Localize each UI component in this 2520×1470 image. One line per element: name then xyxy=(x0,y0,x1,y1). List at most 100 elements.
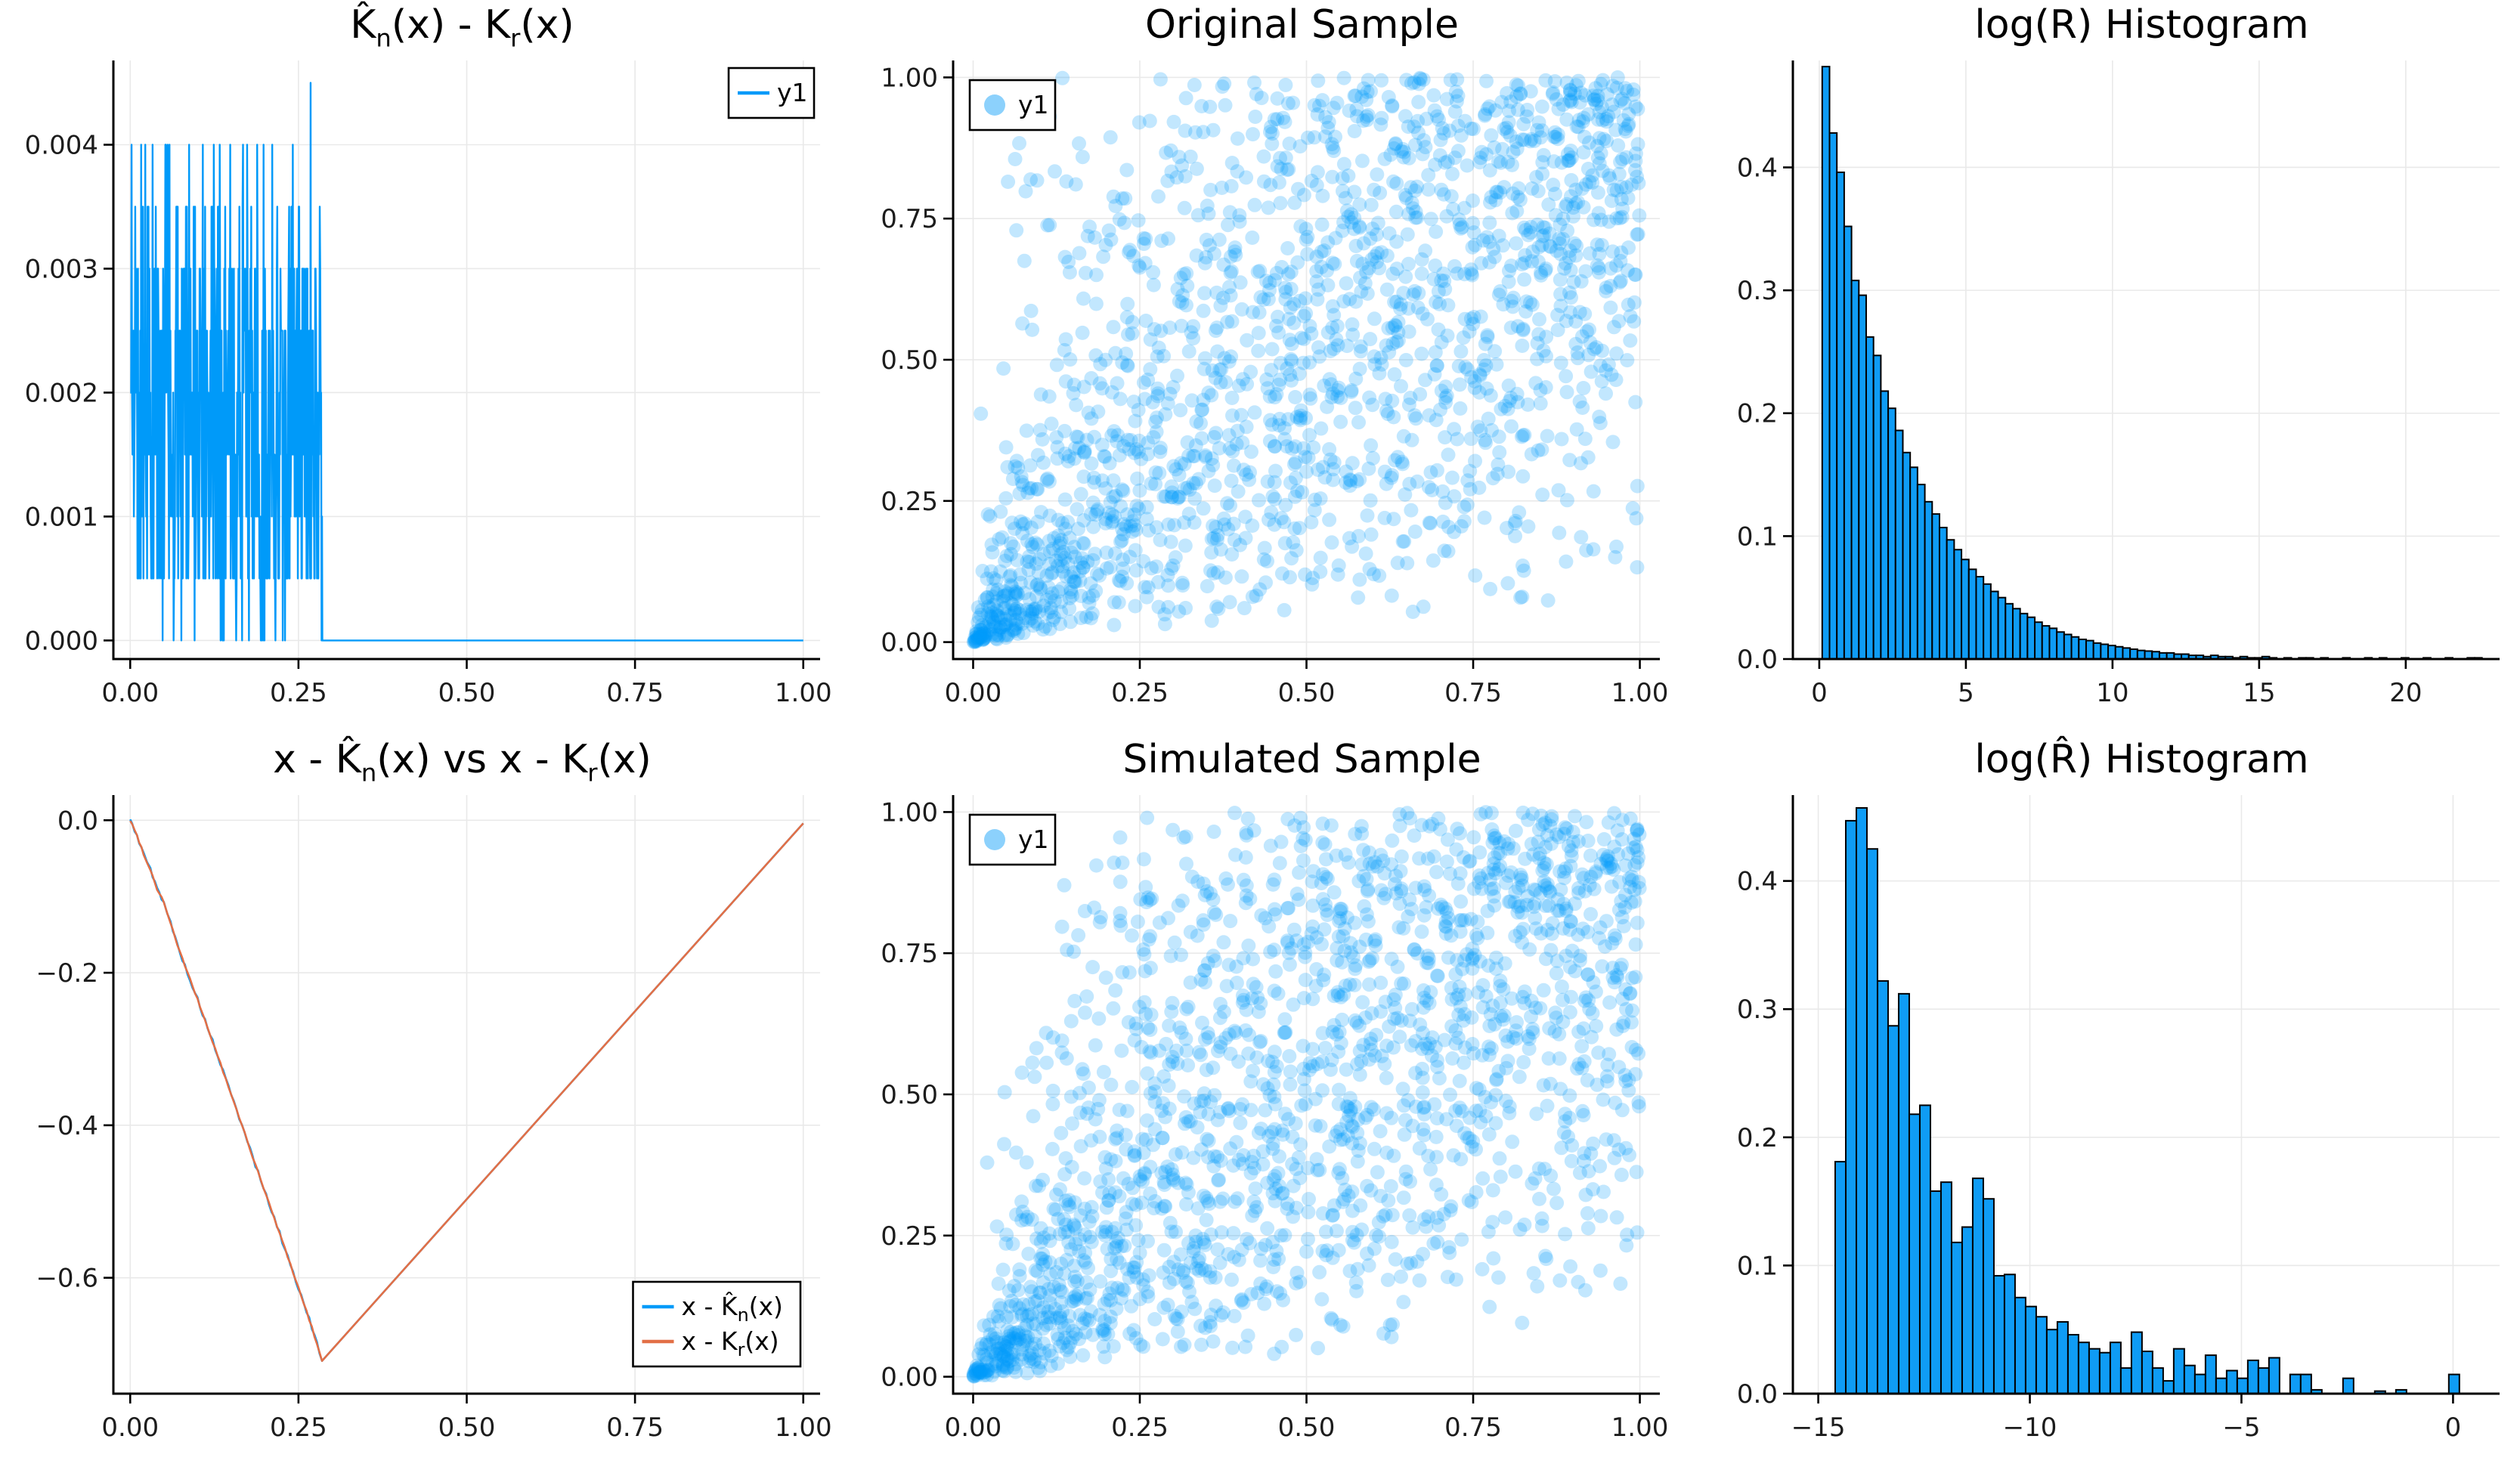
scatter-point xyxy=(1033,505,1048,520)
scatter-point xyxy=(1228,1026,1243,1040)
difference-line xyxy=(129,82,803,642)
scatter-point xyxy=(1029,173,1045,188)
scatter-point xyxy=(1502,1106,1517,1121)
scatter-point xyxy=(1478,435,1493,450)
scatter-point xyxy=(1312,1162,1327,1178)
scatter-point xyxy=(1150,349,1165,364)
scatter-point xyxy=(1483,195,1497,210)
scatter-point xyxy=(1359,907,1374,922)
scatter-point xyxy=(1541,197,1556,212)
x-tick-label: 0.75 xyxy=(1444,1413,1502,1443)
scatter-point xyxy=(1007,521,1022,537)
scatter-point xyxy=(1156,1096,1171,1111)
scatter-point xyxy=(1317,922,1332,937)
scatter-point xyxy=(1005,472,1020,487)
legend: y1 xyxy=(968,79,1057,132)
scatter-point xyxy=(1119,519,1134,534)
scatter-point xyxy=(1613,253,1628,268)
scatter-point xyxy=(1223,265,1238,280)
scatter-point xyxy=(1133,1172,1148,1187)
scatter-point xyxy=(1294,1098,1309,1113)
scatter-point xyxy=(1175,158,1190,173)
hist-bar xyxy=(2034,621,2043,659)
scatter-point xyxy=(1256,149,1271,164)
scatter-point xyxy=(1324,1053,1339,1067)
scatter-point xyxy=(1563,914,1578,929)
scatter-point xyxy=(1569,238,1584,253)
scatter-point xyxy=(1328,1128,1343,1144)
scatter-point xyxy=(1552,1051,1567,1066)
scatter-point xyxy=(973,627,988,642)
scatter-point xyxy=(1483,581,1498,596)
scatter-point xyxy=(1104,1077,1119,1092)
scatter-point xyxy=(1407,183,1423,198)
scatter-point xyxy=(1020,485,1036,500)
scatter-point xyxy=(1537,856,1552,871)
scatter-point xyxy=(1228,247,1243,262)
scatter-point xyxy=(1057,423,1072,438)
scatter-point xyxy=(1179,1043,1194,1058)
scatter-point xyxy=(1341,169,1356,183)
scatter-point xyxy=(1539,1252,1554,1267)
scatter-point xyxy=(1280,1201,1295,1216)
scatter-point xyxy=(1442,123,1457,138)
y-tick-label: 0.00 xyxy=(881,1363,938,1393)
scatter-point xyxy=(1008,1145,1023,1160)
scatter-point xyxy=(1360,508,1375,523)
scatter-point xyxy=(1347,1235,1362,1250)
scatter-point xyxy=(1443,73,1458,88)
scatter-point xyxy=(1591,261,1606,276)
scatter-point xyxy=(1331,1097,1346,1112)
scatter-point xyxy=(1032,552,1047,567)
scatter-point xyxy=(1131,213,1146,228)
scatter-point xyxy=(998,588,1014,603)
hist-bar xyxy=(1918,1104,1931,1394)
scatter-point xyxy=(1469,1185,1484,1199)
scatter-point xyxy=(1203,1264,1218,1279)
scatter-point xyxy=(1337,921,1352,936)
scatter-point xyxy=(1175,893,1190,908)
scatter-point xyxy=(1302,428,1317,443)
y-tick-label: −0.4 xyxy=(36,1111,98,1141)
scatter-point xyxy=(1450,266,1465,281)
scatter-point xyxy=(1212,362,1227,377)
scatter-point xyxy=(1268,1168,1283,1184)
scatter-point xyxy=(1204,613,1219,628)
scatter-point xyxy=(996,1338,1011,1352)
scatter-point xyxy=(1072,136,1086,151)
scatter-point xyxy=(1453,894,1469,909)
scatter-point xyxy=(1581,1164,1596,1179)
scatter-point xyxy=(1272,1149,1286,1164)
scatter-point xyxy=(1561,839,1576,854)
scatter-point xyxy=(1451,1007,1466,1023)
scatter-point xyxy=(1026,1316,1041,1331)
scatter-point xyxy=(1333,414,1348,429)
scatter-point xyxy=(1543,240,1559,255)
scatter-point xyxy=(1075,1316,1090,1331)
scatter-point xyxy=(1608,931,1623,946)
scatter-point xyxy=(1286,922,1302,937)
scatter-point xyxy=(1023,1351,1039,1366)
scatter-point xyxy=(1258,575,1273,590)
scatter-point xyxy=(1268,390,1283,405)
scatter-point xyxy=(1330,988,1345,1003)
scatter-point xyxy=(1361,882,1376,897)
scatter-point xyxy=(1381,90,1396,104)
scatter-point xyxy=(1022,555,1037,570)
scatter-point xyxy=(1270,91,1285,106)
scatter-point xyxy=(1057,1266,1072,1281)
scatter-point xyxy=(1358,276,1373,291)
scatter-point xyxy=(1502,1099,1517,1114)
scatter-point xyxy=(1054,594,1069,609)
scatter-point xyxy=(1265,417,1280,432)
scatter-point xyxy=(1565,825,1580,840)
scatter-point xyxy=(996,601,1011,616)
scatter-point xyxy=(1414,266,1429,281)
scatter-point xyxy=(1310,107,1325,122)
scatter-point xyxy=(1497,1008,1512,1023)
hist-bar xyxy=(2100,643,2110,659)
scatter-point xyxy=(1230,164,1245,179)
scatter-point xyxy=(1072,1244,1087,1259)
scatter-point xyxy=(1521,519,1536,534)
scatter-point xyxy=(1207,953,1222,968)
